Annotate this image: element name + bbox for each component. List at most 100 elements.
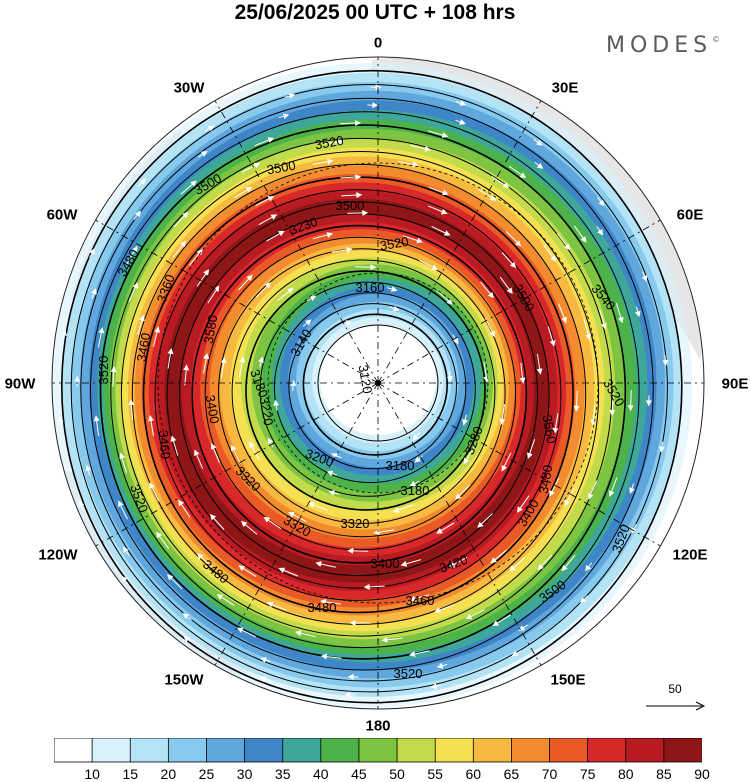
wind-arrow-167 [89, 248, 95, 259]
wind-arrow-112 [173, 211, 189, 228]
wind-arrow-131 [254, 137, 275, 147]
colorbar-tick-40: 40 [313, 766, 329, 782]
colorbar-swatch-15 [625, 738, 665, 763]
brand-logo: MODES© [606, 33, 720, 58]
contour-line-16 [245, 270, 486, 511]
colorbar-tick-35: 35 [274, 766, 291, 782]
contour-line-17 [259, 281, 476, 497]
contour-label-38: 3520 [379, 234, 410, 254]
wind-arrow-25 [436, 290, 453, 305]
wind-arrow-6 [326, 470, 338, 477]
wind-arrow-83 [428, 186, 449, 196]
wind-arrow-54 [266, 230, 285, 242]
meridian-11 [212, 97, 379, 384]
wind-arrow-64 [170, 435, 179, 456]
wind-arrow-88 [490, 549, 507, 564]
wind-arrow-98 [398, 161, 419, 168]
contour-label-0: 3120 [356, 364, 376, 395]
wind-arrow-111 [128, 282, 138, 302]
wind-arrow-50 [240, 520, 258, 535]
wind-arrow-158 [585, 562, 593, 572]
wind-arrow-76 [238, 565, 257, 578]
wind-arrow-45 [480, 281, 494, 299]
colorbar-swatch-0 [54, 738, 93, 763]
latitude-circle-1 [157, 162, 599, 604]
wind-arrow-60 [477, 513, 493, 528]
wind-arrow-141 [409, 650, 430, 657]
wind-arrow-1 [331, 453, 342, 459]
wind-arrow-30 [231, 444, 242, 464]
wind-arrow-150 [278, 113, 290, 120]
contour-line-5 [110, 137, 613, 649]
wind-arrow-174 [597, 197, 605, 207]
wind-arrow-149 [198, 150, 208, 158]
wind-arrow-13 [267, 437, 274, 448]
colorbar-swatch-12 [511, 738, 551, 763]
wind-arrow-89 [409, 594, 430, 602]
wind-arrow-74 [448, 556, 468, 568]
wind-arrow-153 [534, 161, 544, 169]
colorbar-swatch-6 [282, 738, 322, 763]
wind-arrow-17 [452, 334, 459, 345]
contour-label-35: 3160 [356, 280, 385, 295]
wind-arrow-77 [178, 499, 191, 518]
wind-arrow-31 [220, 357, 227, 378]
wind-arrow-59 [526, 439, 536, 460]
wind-arrow-183 [259, 676, 271, 682]
colorbar-tick-55: 55 [427, 766, 443, 782]
latitude-circle-0 [267, 272, 489, 494]
colorbar-swatch-4 [206, 738, 246, 763]
wind-arrow-170 [284, 93, 296, 99]
wind-arrow-68 [341, 192, 363, 199]
wind-arrow-56 [431, 225, 451, 236]
meridian-2 [377, 217, 664, 384]
contour-label-2: 3180 [386, 458, 415, 473]
lon-label-60w: 60W [46, 206, 78, 224]
wind-arrow-28 [373, 529, 395, 536]
colorbar-swatch-14 [587, 738, 627, 763]
lon-label-90e: 90E [721, 375, 749, 393]
wind-arrow-125 [216, 594, 235, 607]
wind-arrow-96 [234, 186, 253, 199]
wind-arrow-166 [61, 329, 68, 341]
wind-arrow-87 [549, 477, 560, 497]
wind-arrow-103 [564, 487, 575, 507]
wind-arrow-29 [288, 512, 307, 523]
wind-arrow-78 [148, 415, 154, 436]
contour-label-15: 3460 [134, 332, 154, 363]
colorbar-swatch-11 [472, 738, 513, 763]
wind-arrow-94 [137, 314, 145, 336]
colorbar-tick-25: 25 [198, 766, 215, 782]
pole-marker [375, 380, 381, 386]
colorbar-swatch-7 [320, 738, 360, 763]
colorbar-tick-75: 75 [579, 766, 596, 782]
colorbar-tick-10: 10 [84, 766, 100, 782]
wind-arrow-26 [483, 361, 490, 383]
lon-label-0: 0 [373, 34, 383, 52]
wind-arrow-116 [491, 175, 510, 188]
wind-arrow-33 [331, 246, 353, 253]
contour-label-13: 3400 [203, 394, 223, 425]
lat-lon-grid [52, 57, 704, 709]
wind-arrow-107 [266, 601, 287, 611]
wind-arrow-85 [558, 303, 567, 324]
wind-arrow-185 [121, 575, 129, 585]
wind-arrow-145 [85, 464, 92, 476]
wind-arrow-79 [152, 326, 161, 347]
wind-arrow-109 [119, 452, 127, 473]
contour-label-20: 3480 [308, 600, 337, 615]
wind-arrow-9 [388, 305, 400, 312]
wind-arrow-20 [308, 502, 328, 511]
wind-arrow-129 [126, 245, 138, 265]
contour-line-20 [302, 313, 448, 456]
wind-arrow-16 [386, 286, 398, 292]
wind-arrow-47 [501, 452, 512, 472]
wind-arrow-57 [499, 276, 513, 295]
wind-arrow-108 [156, 531, 170, 549]
reference-vector: 50 [644, 682, 706, 722]
wind-arrow-23 [276, 287, 294, 302]
contour-label-32: 3560 [540, 414, 560, 445]
wind-arrow-127 [93, 415, 100, 436]
wind-arrow-37 [454, 484, 471, 500]
